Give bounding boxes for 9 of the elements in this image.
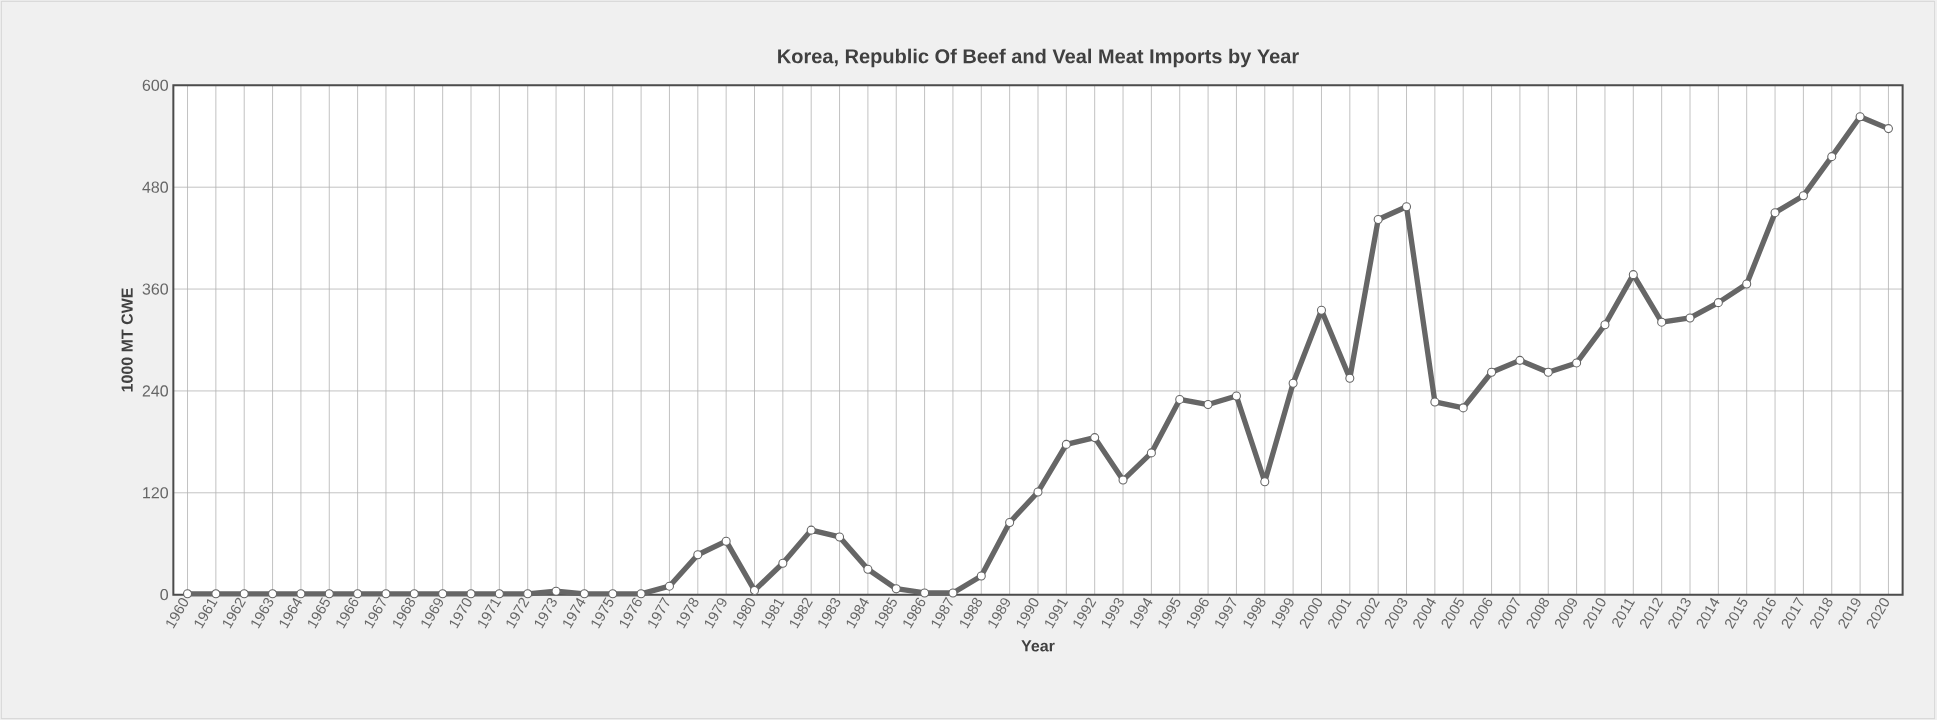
y-tick-label: 600 <box>142 79 169 91</box>
x-axis-title: Year <box>1021 640 1055 652</box>
y-tick-label: 360 <box>142 283 169 295</box>
y-tick-label: 240 <box>142 385 169 397</box>
y-tick-label: 0 <box>160 588 169 601</box>
y-axis-title: 1000 MT CWE <box>121 288 133 392</box>
y-tick-label: 120 <box>143 487 169 499</box>
chart-title: Korea, Republic Of Beef and Veal Meat Imports by Year <box>778 48 1299 68</box>
y-tick-label: 480 <box>142 181 169 193</box>
